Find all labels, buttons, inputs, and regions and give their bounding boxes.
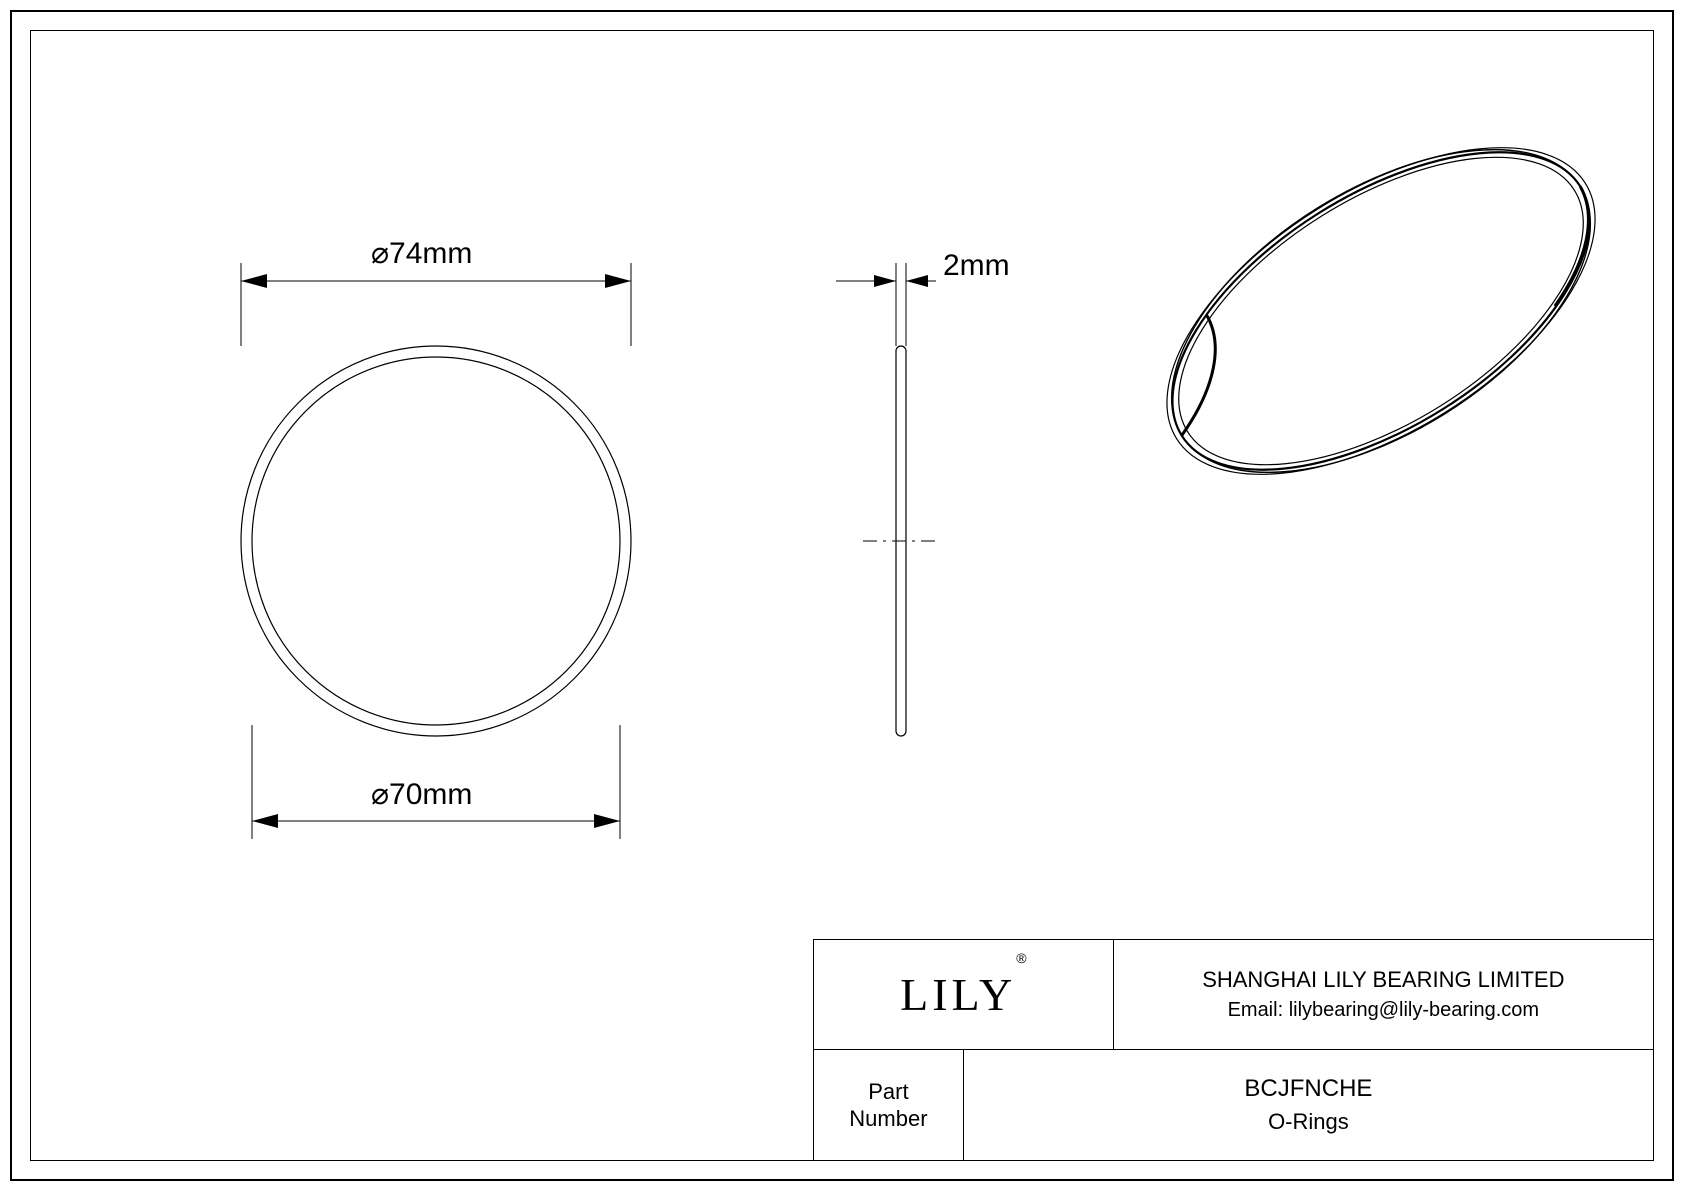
front-view [241, 263, 631, 839]
dim-inner-diameter-label: ⌀70mm [371, 777, 472, 812]
logo-word: LILY [900, 969, 1016, 1020]
email-value: lilybearing@lily-bearing.com [1289, 999, 1539, 1021]
part-number-value: BCJFNCHE [1244, 1075, 1372, 1103]
company-cell: SHANGHAI LILY BEARING LIMITED Email: lil… [1114, 940, 1653, 1049]
part-description: O-Rings [1268, 1109, 1349, 1135]
ring-outer-circle [241, 346, 631, 736]
part-number-cell: BCJFNCHE O-Rings [964, 1050, 1653, 1160]
company-email-line: Email: lilybearing@lily-bearing.com [1228, 999, 1540, 1022]
logo-text: LILY® [900, 968, 1026, 1021]
part-label-line1: Part [868, 1078, 908, 1106]
logo-cell: LILY® [814, 940, 1114, 1049]
side-view [836, 263, 939, 736]
ring-inner-circle [252, 357, 620, 725]
registered-icon: ® [1016, 950, 1026, 966]
part-number-label-cell: Part Number [814, 1050, 964, 1160]
dim-outer-diameter-label: ⌀74mm [371, 236, 472, 271]
email-label: Email: [1228, 999, 1289, 1021]
part-label-line2: Number [849, 1105, 927, 1133]
dim-outer-diameter [241, 263, 631, 346]
company-name: SHANGHAI LILY BEARING LIMITED [1202, 967, 1564, 993]
title-block: LILY® SHANGHAI LILY BEARING LIMITED Emai… [813, 939, 1653, 1160]
isometric-view [1113, 81, 1650, 542]
dim-thickness-label: 2mm [943, 249, 1010, 283]
dim-thickness [836, 263, 936, 346]
inner-frame: ⌀74mm ⌀70mm 2mm LILY® SHANGHAI LILY BEAR… [30, 30, 1654, 1161]
